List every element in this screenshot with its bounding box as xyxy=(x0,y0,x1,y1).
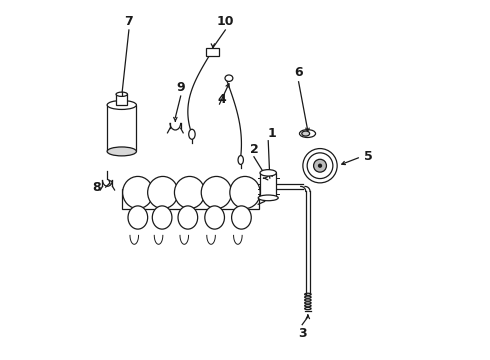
Circle shape xyxy=(303,149,337,183)
Text: 5: 5 xyxy=(364,150,372,163)
Ellipse shape xyxy=(302,131,310,136)
Circle shape xyxy=(314,159,326,172)
Ellipse shape xyxy=(174,176,205,208)
Ellipse shape xyxy=(189,129,195,139)
Ellipse shape xyxy=(116,92,127,96)
Ellipse shape xyxy=(152,206,172,229)
Ellipse shape xyxy=(122,176,153,208)
Text: 1: 1 xyxy=(268,127,276,140)
Text: 8: 8 xyxy=(93,181,101,194)
Ellipse shape xyxy=(260,170,276,176)
Text: 6: 6 xyxy=(294,66,303,79)
Ellipse shape xyxy=(225,75,233,81)
Ellipse shape xyxy=(299,130,316,138)
Text: 2: 2 xyxy=(249,143,258,156)
Circle shape xyxy=(307,153,333,179)
Bar xyxy=(116,94,127,105)
Text: 9: 9 xyxy=(176,81,185,94)
Ellipse shape xyxy=(230,176,260,208)
Bar xyxy=(260,173,276,198)
Ellipse shape xyxy=(107,100,136,109)
Ellipse shape xyxy=(232,206,251,229)
Text: 7: 7 xyxy=(124,14,133,27)
Ellipse shape xyxy=(178,206,197,229)
Circle shape xyxy=(318,163,322,168)
Text: 4: 4 xyxy=(218,93,226,106)
Bar xyxy=(206,48,220,56)
Ellipse shape xyxy=(128,206,147,229)
Ellipse shape xyxy=(201,176,232,208)
Ellipse shape xyxy=(107,147,136,156)
Bar xyxy=(122,189,259,208)
Ellipse shape xyxy=(238,156,244,165)
Text: 10: 10 xyxy=(217,14,234,27)
Bar xyxy=(107,105,136,152)
Ellipse shape xyxy=(205,206,224,229)
Ellipse shape xyxy=(147,176,178,208)
Text: 3: 3 xyxy=(298,327,306,340)
Ellipse shape xyxy=(258,195,278,201)
